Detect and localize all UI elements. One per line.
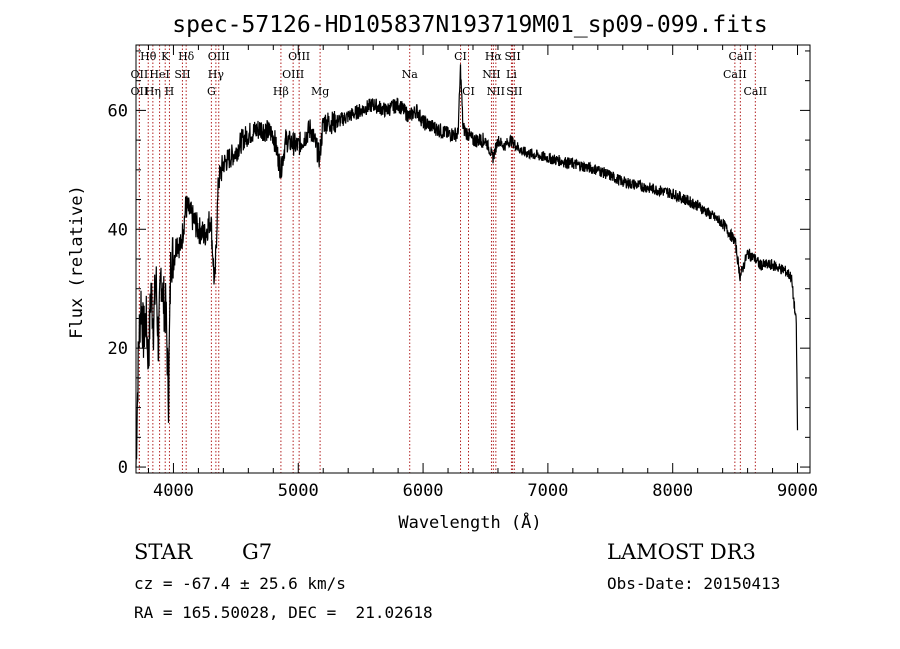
spectral-line-label: Mg [311,85,329,98]
x-tick-label: 7000 [527,481,568,501]
spectral-line-label: NII [482,68,500,81]
spectral-line-label: Hθ [140,50,157,63]
redshift-value: cz = -67.4 ± 25.6 km/s [134,574,346,593]
spectral-line-label: HeI [149,68,169,81]
spectral-line-label: Hα [485,50,503,63]
spectral-line-label: CI [454,50,467,63]
y-tick-label: 60 [108,101,128,121]
plot-frame [135,44,811,474]
x-tick-label: 8000 [652,481,693,501]
spectral-line-label: Hη [145,85,161,98]
spectral-line-label: OII [131,68,149,81]
y-axis-label: Flux (relative) [67,185,87,339]
spectral-line-label: SII [174,68,190,81]
spectral-line-markers [138,45,756,473]
survey-name: LAMOST DR3 [607,540,756,564]
y-tick-label: 0 [118,458,128,478]
spectral-line-label: OII [131,85,149,98]
spectral-line-label: K [161,50,170,63]
x-axis-label: Wavelength (Å) [398,511,541,533]
spectrum-series-line [135,64,799,468]
y-tick-label: 20 [108,339,128,359]
x-tick-label: 5000 [278,481,319,501]
observation-date: Obs-Date: 20150413 [607,574,781,593]
spectral-line-label: Hγ [208,68,225,81]
spectral-line-label: Na [402,68,419,81]
x-tick-label: 6000 [403,481,444,501]
x-tick-label: 4000 [153,481,194,501]
spectral-line-label: SII [506,85,522,98]
coordinates: RA = 165.50028, DEC = 21.02618 [134,603,433,622]
spectral-line-label: H [165,85,175,98]
x-tick-label: 9000 [777,481,818,501]
spectral-line-label: OIII [208,50,230,63]
spectral-line-label: SII [504,50,520,63]
y-tick-label: 40 [108,220,128,240]
spectral-line-label: CaII [729,50,753,63]
y-axis-ticks: 0 20 40 60 [108,50,810,478]
x-axis-ticks: 4000 5000 6000 7000 8000 9000 [147,45,818,501]
spectral-line-label: CI [462,85,475,98]
spectral-line-label: CaII [723,68,747,81]
spectral-line-label: Li [506,68,517,81]
chart-title: spec-57126-HD105837N193719M01_sp09-099.f… [172,12,767,38]
spectral-line-label: NII [487,85,505,98]
object-subclass: G7 [242,540,273,564]
spectral-line-label: Hβ [273,85,289,98]
spectral-line-label: OIII [288,50,310,63]
spectral-line-label: OIII [282,68,304,81]
spectral-line-label: CaII [743,85,767,98]
object-class: STAR [134,540,193,564]
spectral-line-label: Hδ [178,50,195,63]
spectral-line-label: G [207,85,216,98]
